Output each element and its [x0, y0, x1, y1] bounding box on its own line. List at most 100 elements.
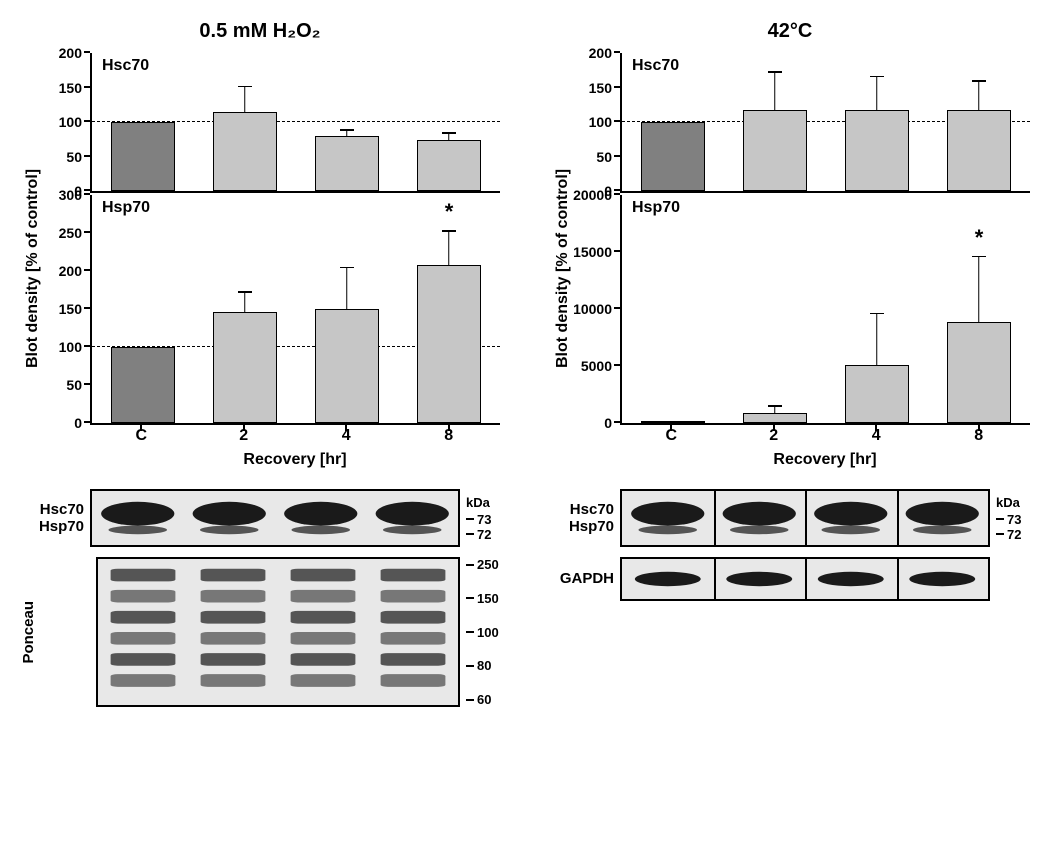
ytick-label: 300: [59, 187, 92, 203]
ytick-label: 150: [59, 80, 92, 96]
right-charts-wrap: Blot density [% of control] Hsc70 050100…: [550, 53, 1030, 483]
ytick-label: 200: [59, 45, 92, 61]
bar: [845, 110, 908, 191]
left-blot1-labels: Hsc70 Hsp70: [20, 501, 84, 536]
kda-header: kDa: [466, 495, 500, 510]
bar: [845, 365, 908, 423]
ytick-label: 100: [59, 114, 92, 130]
ponceau-label: Ponceau: [20, 601, 40, 664]
panel-label-hsc70-left: Hsc70: [102, 57, 149, 75]
right-blot1-kda: kDa 73 72: [996, 495, 1030, 542]
lane-separator: [805, 559, 807, 599]
ytick-label: 150: [59, 301, 92, 317]
kda-tick: 250: [466, 557, 500, 572]
bar: [315, 309, 378, 423]
bar: [641, 122, 704, 191]
kda-header: kDa: [996, 495, 1030, 510]
kda-tick: 73: [996, 512, 1030, 527]
ytick-label: 200: [589, 45, 622, 61]
right-blot1-labels: Hsc70 Hsp70: [550, 501, 614, 536]
xtick-label: C: [620, 427, 723, 449]
kda-tick: 60: [466, 692, 500, 707]
bar: [743, 110, 806, 191]
right-title: 42°C: [550, 20, 1030, 43]
left-chart-stack: Hsc70 050100150200 Hsp70 050100150200250…: [46, 53, 500, 483]
blot-label: Hsp70: [569, 518, 614, 535]
right-blot2-label: GAPDH: [550, 570, 614, 587]
right-ylabel: Blot density [% of control]: [550, 53, 576, 483]
ytick-label: 150: [589, 80, 622, 96]
xtick-label: 8: [398, 427, 501, 449]
ytick-label: 100: [59, 339, 92, 355]
kda-tick: 100: [466, 625, 500, 640]
chart-left-hsc70: Hsc70 050100150200: [90, 53, 500, 193]
xtick-label: 4: [825, 427, 928, 449]
ytick-label: 50: [596, 149, 622, 165]
lane-separator: [897, 491, 899, 545]
panel-label-hsp70-right: Hsp70: [632, 199, 680, 217]
left-blot1-box: [90, 489, 460, 547]
chart-right-hsc70: Hsc70 050100150200: [620, 53, 1030, 193]
right-blot2-box: [620, 557, 990, 601]
ytick-label: 200: [59, 263, 92, 279]
panel-label-hsp70-left: Hsp70: [102, 199, 150, 217]
lane-separator: [714, 491, 716, 545]
xtick-label: 2: [723, 427, 826, 449]
right-blot2-row: GAPDH: [550, 557, 1030, 601]
chart-right-hsp70: Hsp70 05000100001500020000*: [620, 195, 1030, 425]
xtick-label: 4: [295, 427, 398, 449]
bar: [743, 413, 806, 423]
kda-tick: 72: [996, 527, 1030, 542]
bar: [947, 110, 1010, 191]
blot-label: GAPDH: [560, 570, 614, 587]
blot-label: Hsc70: [570, 501, 614, 518]
bar: [111, 347, 174, 423]
right-column: 42°C Blot density [% of control] Hsc70 0…: [550, 20, 1030, 717]
left-blot2-row: Ponceau 250 150 100 80 60: [20, 557, 500, 707]
right-xlabel: Recovery [hr]: [620, 451, 1030, 469]
lane-separator: [805, 491, 807, 545]
ytick-label: 10000: [573, 301, 622, 317]
lane-separator: [714, 559, 716, 599]
left-blot1-row: Hsc70 Hsp70 kDa 73 72: [20, 489, 500, 547]
blot-label: Hsc70: [40, 501, 84, 518]
left-column: 0.5 mM H₂O₂ Blot density [% of control] …: [20, 20, 500, 717]
right-blots: Hsc70 Hsp70 kDa 73 72 GAPDH: [550, 489, 1030, 611]
left-blots: Hsc70 Hsp70 kDa 73 72 Ponceau 250 150 100 8…: [20, 489, 500, 717]
figure-root: 0.5 mM H₂O₂ Blot density [% of control] …: [20, 20, 1030, 717]
right-blot1-box: [620, 489, 990, 547]
left-blot1-kda: kDa 73 72: [466, 495, 500, 542]
left-blot2-box: [96, 557, 460, 707]
ytick-label: 50: [66, 149, 92, 165]
ytick-label: 100: [589, 114, 622, 130]
kda-tick: 72: [466, 527, 500, 542]
bar: [213, 112, 276, 191]
left-charts-wrap: Blot density [% of control] Hsc70 050100…: [20, 53, 500, 483]
significance-star: *: [975, 225, 984, 251]
chart-left-hsp70: Hsp70 050100150200250300*: [90, 195, 500, 425]
significance-star: *: [445, 199, 454, 225]
bar: [947, 322, 1010, 423]
bar: [641, 421, 704, 423]
right-chart-stack: Hsc70 050100150200 Hsp70 050001000015000…: [576, 53, 1030, 483]
blot-svg: [92, 491, 458, 545]
left-ylabel: Blot density [% of control]: [20, 53, 46, 483]
bar: [315, 136, 378, 191]
xtick-label: 2: [193, 427, 296, 449]
ytick-label: 20000: [573, 187, 622, 203]
kda-tick: 80: [466, 658, 500, 673]
kda-tick: 73: [466, 512, 500, 527]
left-title: 0.5 mM H₂O₂: [20, 20, 500, 43]
bar: [417, 265, 480, 423]
xticks-left: C248: [90, 427, 500, 449]
panel-label-hsc70-right: Hsc70: [632, 57, 679, 75]
right-blot1-row: Hsc70 Hsp70 kDa 73 72: [550, 489, 1030, 547]
kda-tick: 150: [466, 591, 500, 606]
left-xlabel: Recovery [hr]: [90, 451, 500, 469]
xtick-label: C: [90, 427, 193, 449]
bar: [213, 312, 276, 423]
ytick-label: 5000: [581, 358, 622, 374]
ytick-label: 250: [59, 225, 92, 241]
xticks-right: C248: [620, 427, 1030, 449]
left-blot2-kda: 250 150 100 80 60: [466, 557, 500, 707]
